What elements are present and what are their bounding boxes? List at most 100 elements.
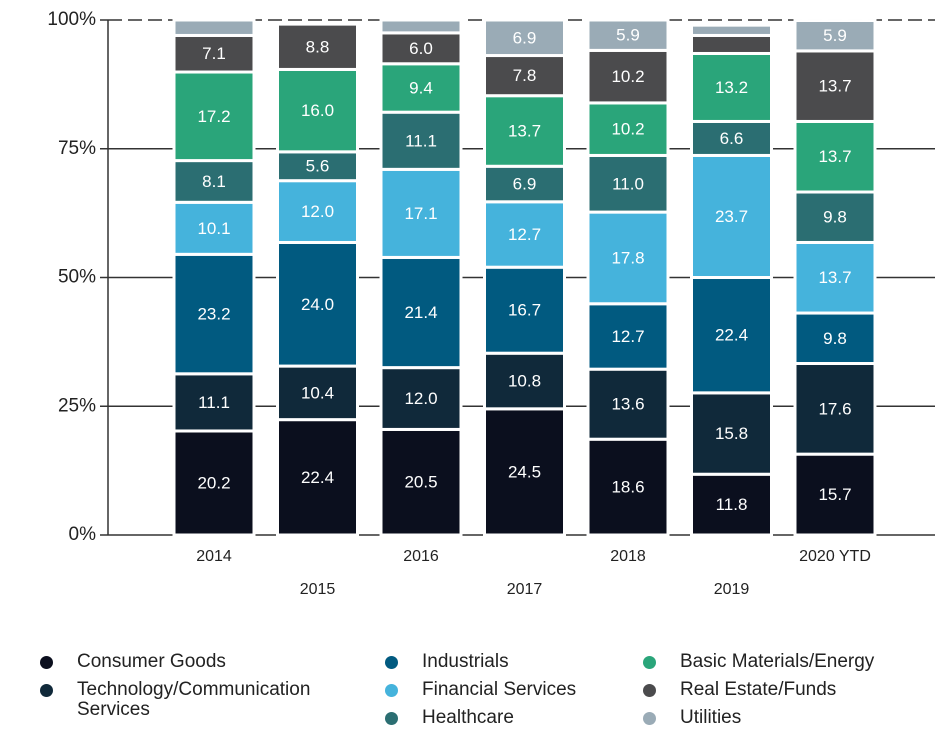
data-label: 13.7 (818, 268, 851, 287)
data-label: 5.6 (306, 157, 330, 176)
data-label: 8.8 (306, 37, 330, 56)
bar-segment (172, 70, 256, 163)
bar-segment (690, 119, 773, 157)
bar-segment (483, 351, 566, 411)
bar-segment (379, 31, 463, 66)
legend-label: Utilities (680, 707, 742, 728)
x-tick-label: 2016 (403, 548, 439, 565)
data-label: 7.1 (202, 44, 226, 63)
legend-label: Basic Materials/Energy (680, 651, 875, 672)
legend-item: Financial Services (385, 680, 576, 700)
bar-segment (586, 367, 670, 441)
bar-segment (379, 366, 463, 431)
y-tick-label: 75% (58, 138, 96, 159)
legend-item: Consumer Goods (40, 652, 360, 672)
data-label: 24.5 (508, 462, 541, 481)
data-label: 22.4 (715, 326, 748, 345)
x-tick-label: 2017 (507, 581, 543, 598)
data-label: 9.4 (409, 78, 433, 97)
data-label: 13.7 (508, 121, 541, 140)
data-label: 7.8 (513, 66, 537, 85)
bar-segment (793, 19, 877, 53)
data-label: 15.7 (818, 485, 851, 504)
legend-label: Industrials (422, 651, 509, 672)
legend-swatch (40, 656, 53, 669)
data-label: 18.6 (611, 478, 644, 497)
legend-swatch (643, 684, 656, 697)
bar-segment (586, 437, 670, 537)
data-label: 6.0 (409, 39, 433, 58)
data-label: 5.9 (823, 26, 847, 45)
data-label: 17.1 (404, 204, 437, 223)
legend-swatch (385, 656, 398, 669)
legend-item: Industrials (385, 652, 509, 672)
bar-segment (172, 429, 256, 537)
bar-segment (586, 18, 670, 52)
legend-item: Healthcare (385, 708, 514, 728)
bar-segment (172, 372, 256, 433)
bar-segment (172, 18, 256, 37)
legend-label: Technology/Communication Services (77, 679, 311, 720)
data-label: 8.1 (202, 172, 226, 191)
data-label: 11.0 (612, 174, 644, 193)
bar-segment (379, 18, 463, 35)
x-tick-label: 2020 YTD (799, 548, 871, 565)
data-label: 17.2 (197, 107, 230, 126)
data-label: 23.7 (715, 207, 748, 226)
bar-segment (793, 119, 877, 194)
bar-segment (690, 153, 773, 280)
data-label: 10.2 (611, 120, 644, 139)
bar-segment (276, 67, 359, 154)
data-label: 13.7 (818, 147, 851, 166)
legend-label: Healthcare (422, 707, 514, 728)
data-label: 17.6 (818, 399, 851, 418)
bar-segment (379, 110, 463, 171)
legend-swatch (643, 656, 656, 669)
y-tick-label: 0% (69, 524, 97, 545)
bar-segment (690, 276, 773, 395)
bar-segment (690, 472, 773, 537)
data-label: 10.2 (611, 67, 644, 86)
bar-segment (483, 164, 566, 204)
data-label: 10.8 (508, 371, 541, 390)
data-label: 12.0 (404, 389, 437, 408)
bar-segment (172, 33, 256, 74)
data-label: 24.0 (301, 295, 334, 314)
bar-segment (483, 94, 566, 168)
bar-segment (276, 179, 359, 244)
x-tick-label: 2018 (610, 548, 646, 565)
data-label: 6.6 (720, 129, 744, 148)
y-tick-label: 50% (58, 267, 96, 288)
data-label: 9.8 (823, 329, 847, 348)
bar-segment (276, 364, 359, 422)
legend-item: Real Estate/Funds (643, 680, 836, 700)
x-tick-label: 2015 (300, 581, 336, 598)
data-label: 5.9 (616, 26, 640, 45)
bar-segment (586, 48, 670, 105)
legend-swatch (385, 712, 398, 725)
bar-segment (793, 240, 877, 315)
data-label: 20.2 (197, 473, 230, 492)
bar-segment (793, 49, 877, 123)
data-label: 17.8 (611, 248, 644, 267)
bar-segment (379, 167, 463, 259)
bar-segment (379, 62, 463, 114)
x-tick-label: 2019 (714, 581, 750, 598)
data-label: 10.1 (197, 219, 230, 238)
data-label: 23.2 (197, 305, 230, 324)
legend-item: Utilities (643, 708, 741, 728)
legend-item: Technology/Communication Services (40, 680, 360, 720)
bar-segment (379, 255, 463, 370)
data-label: 11.8 (716, 495, 748, 514)
legend-label: Real Estate/Funds (680, 679, 837, 700)
legend-swatch (385, 684, 398, 697)
bar-segment (276, 150, 359, 183)
bar-segment (690, 51, 773, 123)
data-label: 6.9 (513, 28, 537, 47)
y-tick-label: 25% (58, 395, 96, 416)
bar-segment (483, 407, 566, 537)
data-label: 20.5 (404, 473, 437, 492)
data-label: 13.7 (818, 77, 851, 96)
bar-segment (690, 23, 773, 37)
